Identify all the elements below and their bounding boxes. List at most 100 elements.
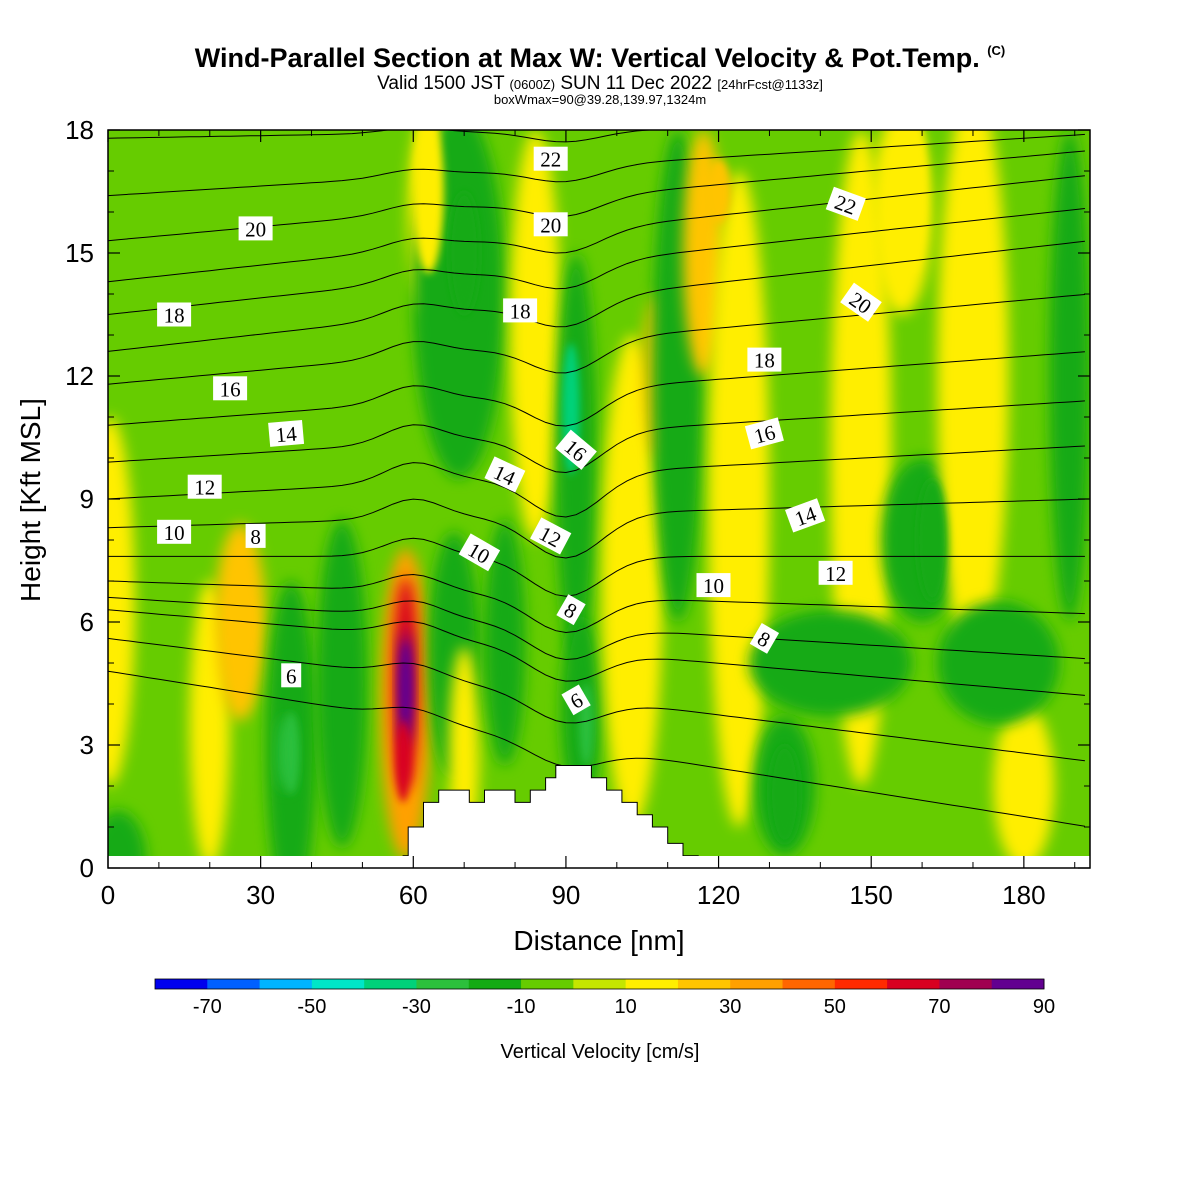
contour-label: 6 — [561, 684, 591, 716]
ground-strip — [108, 856, 1090, 868]
y-tick-label: 3 — [80, 730, 94, 760]
velocity-band — [937, 601, 1060, 725]
isentrope-line — [108, 400, 1085, 474]
velocity-band — [937, 130, 1009, 663]
velocity-band — [601, 335, 663, 827]
velocity-band — [749, 609, 912, 717]
y-tick-label: 0 — [80, 853, 94, 883]
chart-subtitle: Valid 1500 JST (0600Z) SUN 11 Dec 2022 [… — [377, 73, 823, 94]
plot-area — [108, 130, 1090, 868]
contour-labels: 6810121416182022201816141210861081214161… — [157, 146, 882, 716]
velocity-extreme — [896, 130, 928, 274]
isentrope-line — [108, 596, 1085, 661]
colorbar-swatch — [207, 979, 261, 989]
colorbar-swatch — [991, 979, 1045, 989]
contour-label: 8 — [556, 594, 586, 626]
contour-label: 10 — [696, 573, 731, 598]
velocity-band — [484, 519, 526, 766]
colorbar-swatch — [155, 979, 208, 989]
isentrope-line — [108, 294, 1085, 385]
colorbar-swatch — [730, 979, 784, 989]
x-axis: 0 30 60 90 120 150 180 — [101, 130, 1076, 910]
chart-title: Wind-Parallel Section at Max W: Vertical… — [194, 43, 1006, 73]
colorbar-swatch — [311, 979, 365, 989]
x-tick-label: 180 — [1002, 880, 1045, 910]
isentrope-line — [108, 445, 1085, 518]
svg-text:8: 8 — [250, 525, 261, 549]
colorbar-tick-label: 70 — [928, 996, 950, 1018]
velocity-band — [993, 704, 1055, 868]
isentrope-line — [108, 351, 1085, 427]
svg-text:10: 10 — [703, 574, 724, 598]
colorbar-swatch — [259, 979, 313, 989]
svg-text:18: 18 — [510, 299, 531, 323]
contour-label: 18 — [503, 298, 538, 323]
colorbar-tick-label: 50 — [824, 996, 846, 1018]
colorbar-swatch — [364, 979, 417, 989]
svg-text:12: 12 — [194, 476, 215, 500]
x-tick-label: 30 — [246, 880, 275, 910]
x-axis-label: Distance [nm] — [513, 925, 684, 956]
isentrope-line — [108, 498, 1085, 559]
velocity-extreme — [395, 720, 411, 803]
isentrope-lines — [108, 130, 1085, 827]
isentrope-line — [108, 537, 1085, 597]
isentrope-line — [108, 208, 1085, 315]
colorbar-swatch — [782, 979, 836, 989]
x-tick-label: 120 — [697, 880, 740, 910]
colorbar-tick-label: 10 — [615, 996, 637, 1018]
y-tick-label: 12 — [65, 361, 94, 391]
x-tick-label: 150 — [850, 880, 893, 910]
y-tick-label: 18 — [65, 115, 94, 145]
velocity-extreme — [400, 642, 411, 733]
x-tick-label: 90 — [551, 880, 580, 910]
velocity-extreme — [284, 712, 299, 795]
velocity-band — [108, 810, 147, 868]
y-tick-label: 9 — [80, 484, 94, 514]
colorbar: -70 -50 -30 -10 10 30 50 70 90 — [154, 978, 1055, 1018]
velocity-extreme — [448, 191, 480, 315]
colorbar-swatch — [416, 979, 470, 989]
colorbar-swatch — [625, 979, 679, 989]
colorbar-tick-label: 90 — [1033, 996, 1055, 1018]
y-tick-label: 15 — [65, 238, 94, 268]
svg-text:6: 6 — [286, 664, 297, 688]
svg-text:20: 20 — [245, 217, 266, 241]
contour-label: 16 — [213, 376, 248, 401]
colorbar-tick-label: -30 — [402, 996, 431, 1018]
contour-label: 22 — [533, 146, 568, 172]
velocity-extreme — [705, 158, 732, 225]
svg-text:20: 20 — [540, 213, 561, 237]
y-axis-label: Height [Kft MSL] — [15, 398, 46, 602]
chart-subtitle-box: boxWmax=90@39.28,139.97,1324m — [493, 92, 707, 107]
velocity-band — [708, 171, 770, 827]
isentrope-line — [108, 175, 1085, 283]
colorbar-tick-label: 30 — [719, 996, 741, 1018]
svg-text:16: 16 — [220, 377, 241, 401]
isentrope-line — [108, 240, 1085, 352]
velocity-features — [227, 130, 948, 844]
isentrope-line — [108, 637, 1085, 762]
colorbar-tick-label: -10 — [507, 996, 536, 1018]
contour-label: 20 — [238, 216, 273, 241]
contour-label: 10 — [157, 519, 192, 545]
colorbar-swatch — [834, 979, 888, 989]
y-tick-label: 6 — [80, 607, 94, 637]
x-tick-label: 0 — [101, 880, 115, 910]
svg-text:12: 12 — [825, 562, 846, 586]
contour-label: 6 — [281, 663, 302, 688]
contour-label: 8 — [749, 623, 780, 654]
svg-text:10: 10 — [164, 521, 185, 545]
velocity-band — [316, 519, 368, 848]
colorbar-swatch — [887, 979, 940, 989]
contour-label: 16 — [744, 417, 784, 450]
isentrope-line — [108, 130, 658, 143]
colorbar-swatch — [468, 979, 522, 989]
y-axis: 0 3 6 9 12 15 18 — [65, 115, 1090, 883]
contour-label: 12 — [818, 560, 853, 586]
terrain — [402, 765, 699, 868]
isentrope-line — [108, 670, 1085, 827]
svg-text:18: 18 — [164, 304, 185, 328]
velocity-extreme — [917, 478, 948, 602]
